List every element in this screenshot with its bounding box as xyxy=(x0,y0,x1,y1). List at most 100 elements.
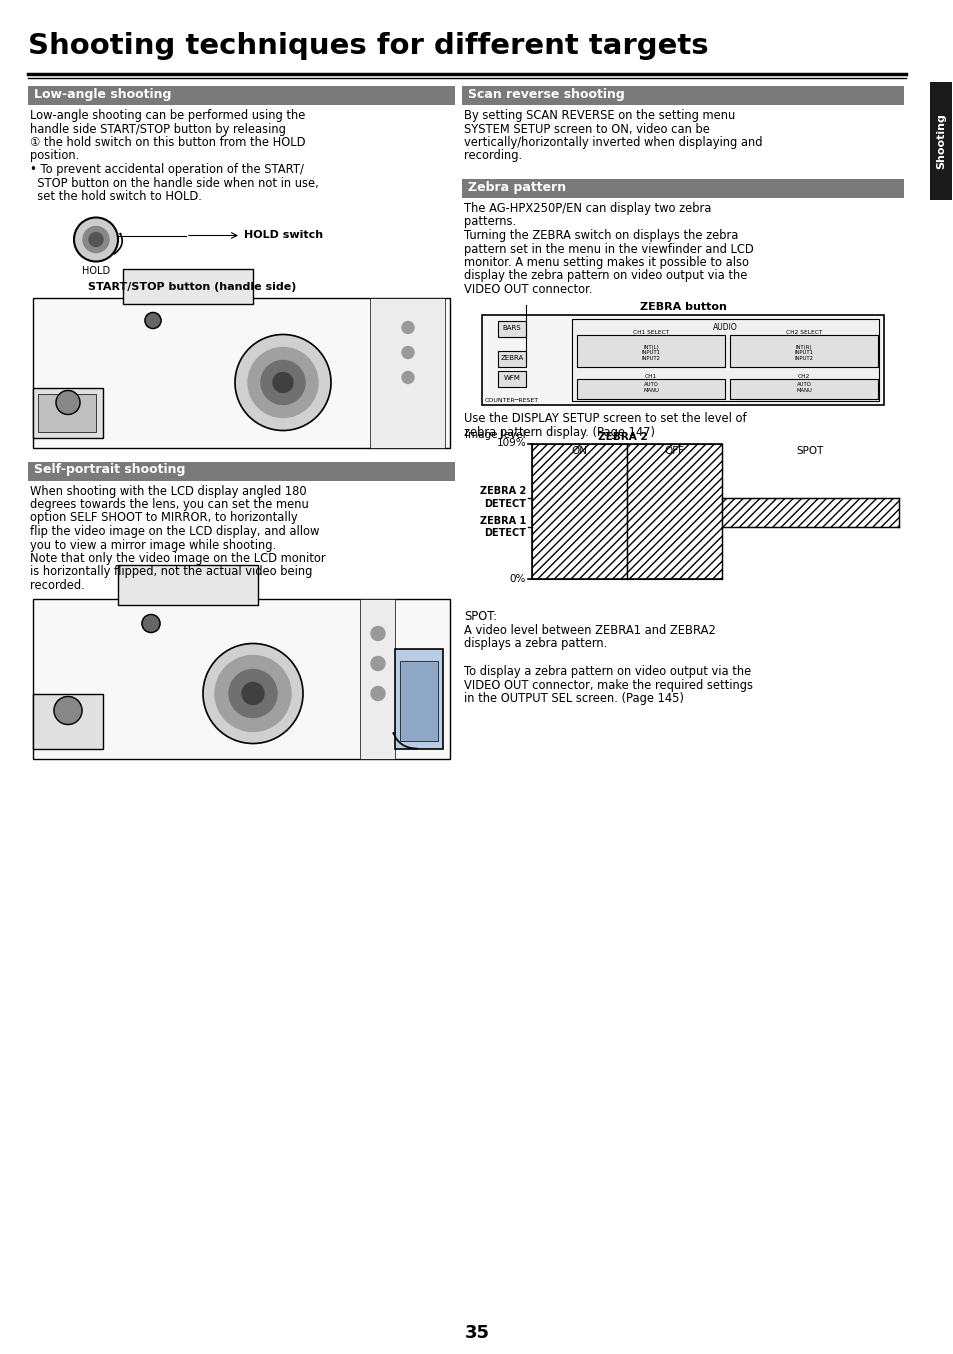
Text: 109%: 109% xyxy=(496,439,525,448)
Text: The AG-HPX250P/EN can display two zebra: The AG-HPX250P/EN can display two zebra xyxy=(463,202,711,215)
Text: Turning the ZEBRA switch on displays the zebra: Turning the ZEBRA switch on displays the… xyxy=(463,229,738,242)
Text: patterns.: patterns. xyxy=(463,215,516,229)
Text: Image level: Image level xyxy=(465,429,525,440)
Text: INT(L)
INPUT1
INPUT2: INT(L) INPUT1 INPUT2 xyxy=(640,344,659,362)
Circle shape xyxy=(248,348,317,417)
Text: SPOT:: SPOT: xyxy=(463,611,497,623)
Bar xyxy=(38,394,96,432)
Text: display the zebra pattern on video output via the: display the zebra pattern on video outpu… xyxy=(463,269,746,283)
Text: ① the hold switch on this button from the HOLD: ① the hold switch on this button from th… xyxy=(30,135,305,149)
Bar xyxy=(929,83,951,200)
Text: recording.: recording. xyxy=(463,149,521,162)
Bar xyxy=(497,321,525,337)
Bar xyxy=(497,371,525,386)
Text: A video level between ZEBRA1 and ZEBRA2: A video level between ZEBRA1 and ZEBRA2 xyxy=(463,624,715,636)
Text: in the OUTPUT SEL screen. (Page 145): in the OUTPUT SEL screen. (Page 145) xyxy=(463,692,683,705)
Text: ZEBRA 1
DETECT: ZEBRA 1 DETECT xyxy=(479,516,525,539)
Circle shape xyxy=(401,371,414,383)
Bar xyxy=(28,462,455,481)
Bar xyxy=(461,87,903,106)
Bar xyxy=(33,598,450,758)
Text: HOLD switch: HOLD switch xyxy=(244,230,323,241)
Circle shape xyxy=(83,226,109,252)
Text: START/STOP button (handle side): START/STOP button (handle side) xyxy=(88,282,296,291)
Text: OFF: OFF xyxy=(663,445,683,455)
Circle shape xyxy=(371,627,385,640)
Text: flip the video image on the LCD display, and allow: flip the video image on the LCD display,… xyxy=(30,525,319,538)
Circle shape xyxy=(145,313,161,329)
Bar xyxy=(461,179,903,198)
Text: AUDIO: AUDIO xyxy=(712,322,737,332)
Text: vertically/horizontally inverted when displaying and: vertically/horizontally inverted when di… xyxy=(463,135,761,149)
Circle shape xyxy=(203,643,303,743)
Text: ZEBRA 2: ZEBRA 2 xyxy=(598,432,647,441)
Bar xyxy=(118,565,257,604)
Bar xyxy=(399,661,437,741)
Text: VIDEO OUT connector, make the required settings: VIDEO OUT connector, make the required s… xyxy=(463,678,752,692)
Circle shape xyxy=(371,657,385,670)
Circle shape xyxy=(261,360,305,405)
Text: pattern set in the menu in the viewfinder and LCD: pattern set in the menu in the viewfinde… xyxy=(463,242,753,256)
Circle shape xyxy=(242,682,264,704)
Text: set the hold switch to HOLD.: set the hold switch to HOLD. xyxy=(30,190,202,203)
Text: CH1: CH1 xyxy=(644,375,657,379)
Bar xyxy=(395,649,442,749)
Circle shape xyxy=(401,321,414,333)
Text: By setting SCAN REVERSE on the setting menu: By setting SCAN REVERSE on the setting m… xyxy=(463,110,735,122)
Text: Shooting techniques for different targets: Shooting techniques for different target… xyxy=(28,32,708,60)
Circle shape xyxy=(54,696,82,724)
FancyArrowPatch shape xyxy=(393,733,416,749)
Text: HOLD: HOLD xyxy=(82,265,110,275)
Text: COUNTER─RESET: COUNTER─RESET xyxy=(484,398,538,403)
Text: Low-angle shooting can be performed using the: Low-angle shooting can be performed usin… xyxy=(30,110,305,122)
Bar xyxy=(28,87,455,106)
Text: SPOT: SPOT xyxy=(796,445,822,455)
Bar xyxy=(721,497,898,527)
Bar xyxy=(577,379,724,398)
Bar xyxy=(370,298,444,448)
Text: monitor. A menu setting makes it possible to also: monitor. A menu setting makes it possibl… xyxy=(463,256,748,269)
Circle shape xyxy=(89,233,103,246)
Bar xyxy=(626,444,721,578)
Text: CH2 SELECT: CH2 SELECT xyxy=(785,330,821,336)
Text: 0%: 0% xyxy=(509,574,525,584)
Text: displays a zebra pattern.: displays a zebra pattern. xyxy=(463,638,607,650)
Text: you to view a mirror image while shooting.: you to view a mirror image while shootin… xyxy=(30,539,275,551)
Text: Zebra pattern: Zebra pattern xyxy=(468,181,565,194)
Circle shape xyxy=(56,390,80,414)
Text: is horizontally flipped, not the actual video being: is horizontally flipped, not the actual … xyxy=(30,566,312,578)
Text: AUTO
MANU: AUTO MANU xyxy=(795,382,811,393)
Text: Scan reverse shooting: Scan reverse shooting xyxy=(468,88,624,102)
Text: ON: ON xyxy=(571,445,586,455)
Text: degrees towards the lens, you can set the menu: degrees towards the lens, you can set th… xyxy=(30,498,309,510)
Text: BARS: BARS xyxy=(502,325,520,330)
Bar xyxy=(33,693,103,749)
Text: Self-portrait shooting: Self-portrait shooting xyxy=(34,463,185,477)
FancyArrowPatch shape xyxy=(114,234,122,255)
Text: VIDEO OUT connector.: VIDEO OUT connector. xyxy=(463,283,592,297)
Text: CH1 SELECT: CH1 SELECT xyxy=(632,330,668,336)
Circle shape xyxy=(74,218,118,261)
Text: position.: position. xyxy=(30,149,79,162)
Text: Low-angle shooting: Low-angle shooting xyxy=(34,88,172,102)
Bar xyxy=(497,351,525,367)
Circle shape xyxy=(273,372,293,393)
Bar xyxy=(572,318,878,401)
Circle shape xyxy=(142,615,160,632)
Circle shape xyxy=(214,655,291,731)
Text: WFM: WFM xyxy=(503,375,520,380)
Bar xyxy=(33,387,103,437)
Text: 35: 35 xyxy=(464,1324,489,1342)
Circle shape xyxy=(371,686,385,700)
Bar xyxy=(532,444,626,578)
Text: When shooting with the LCD display angled 180: When shooting with the LCD display angle… xyxy=(30,485,306,497)
Text: INT(R)
INPUT1
INPUT2: INT(R) INPUT1 INPUT2 xyxy=(794,344,813,362)
Bar xyxy=(359,598,395,758)
Text: SYSTEM SETUP screen to ON, video can be: SYSTEM SETUP screen to ON, video can be xyxy=(463,122,709,135)
Text: To display a zebra pattern on video output via the: To display a zebra pattern on video outp… xyxy=(463,665,750,678)
Bar xyxy=(729,334,877,367)
Text: • To prevent accidental operation of the START/: • To prevent accidental operation of the… xyxy=(30,162,304,176)
Text: ZEBRA: ZEBRA xyxy=(500,355,523,360)
Text: ZEBRA button: ZEBRA button xyxy=(639,302,725,313)
Text: AUTO
MANU: AUTO MANU xyxy=(642,382,659,393)
